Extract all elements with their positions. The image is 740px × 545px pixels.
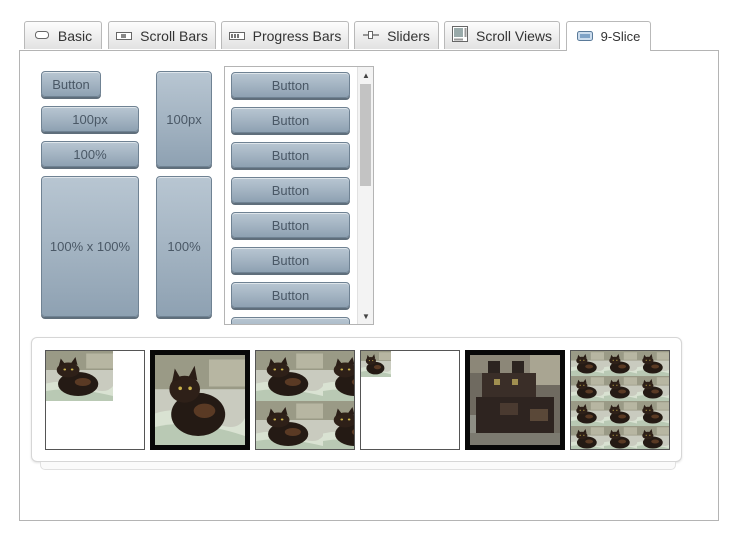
tab-progress-bars[interactable]: Progress Bars (221, 21, 349, 49)
nine-slice-button-small[interactable]: Button (41, 71, 101, 97)
image-strip-shelf (40, 462, 676, 470)
tab-label: Sliders (387, 27, 430, 44)
nine-slice-button-100-percent-square[interactable]: 100% x 100% (41, 176, 139, 317)
scroll-list-button[interactable]: Button (231, 282, 350, 308)
nine-slice-button-tall-100-percent[interactable]: 100% (156, 176, 212, 317)
tab-scroll-views[interactable]: Scroll Views (444, 21, 560, 49)
cat-image-framed (150, 350, 250, 450)
scroll-down-arrow-icon[interactable]: ▼ (362, 311, 370, 321)
cat-image-tiled (255, 350, 355, 450)
tab-label: Scroll Views (476, 27, 552, 44)
nine-slice-button-100-percent[interactable]: 100% (41, 141, 139, 167)
nine-slice-button-100px[interactable]: 100px (41, 106, 139, 132)
cat-image-tiled-small (570, 350, 670, 450)
tab-sliders[interactable]: Sliders (354, 21, 439, 49)
scrollbars-icon (116, 28, 133, 44)
tab-9-slice[interactable]: 9-Slice (566, 21, 651, 51)
scroll-list-button[interactable]: Button (231, 72, 350, 98)
vertical-scrollbar[interactable]: ▲ ▼ (357, 67, 373, 324)
cat-image-small-unstretched (45, 350, 145, 450)
tab-label: Scroll Bars (140, 27, 208, 44)
tab-label: 9-Slice (600, 29, 641, 44)
basic-icon (34, 28, 50, 44)
cat-image-pixelated-zoom (465, 350, 565, 450)
tab-scroll-bars[interactable]: Scroll Bars (108, 21, 216, 49)
scroll-list-button[interactable]: Button (231, 317, 350, 324)
scroll-list-button[interactable]: Button (231, 177, 350, 203)
tab-label: Progress Bars (252, 27, 342, 44)
tab-label: Basic (57, 27, 93, 44)
scroll-up-arrow-icon[interactable]: ▲ (362, 70, 370, 80)
tab-basic[interactable]: Basic (24, 21, 102, 49)
scroll-list-button[interactable]: Button (231, 142, 350, 168)
scrollviews-icon (452, 26, 468, 45)
scrollbar-thumb[interactable] (360, 84, 371, 186)
button-scroll-view[interactable]: Button Button Button Button Button Butto… (224, 66, 374, 325)
sliders-icon (363, 28, 380, 44)
scroll-list-button[interactable]: Button (231, 107, 350, 133)
nineslice-icon (576, 29, 593, 44)
scroll-list-button[interactable]: Button (231, 247, 350, 273)
scroll-list-button[interactable]: Button (231, 212, 350, 238)
nine-slice-button-tall-100px[interactable]: 100px (156, 71, 212, 167)
progressbars-icon (228, 28, 245, 44)
cat-image-tiny (360, 350, 460, 450)
